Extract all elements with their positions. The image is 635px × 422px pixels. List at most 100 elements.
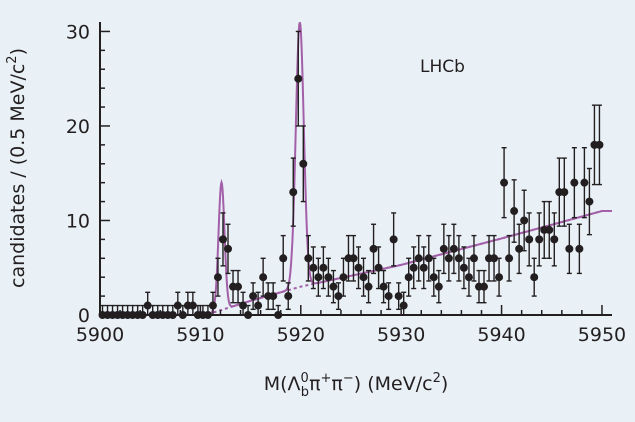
point-marker — [208, 301, 217, 310]
x-tick-label: 5930 — [377, 324, 425, 346]
data-point — [580, 147, 589, 219]
axes — [99, 22, 612, 316]
experiment-label: LHCb — [420, 57, 465, 77]
data-point — [334, 282, 343, 311]
point-marker — [424, 254, 433, 263]
x-tick-label: 5920 — [277, 324, 325, 346]
point-marker — [384, 292, 393, 301]
data-point — [394, 282, 403, 311]
point-marker — [369, 244, 378, 253]
point-marker — [213, 273, 222, 282]
point-marker — [339, 273, 348, 282]
data-point — [570, 147, 579, 219]
data-point — [279, 234, 288, 282]
y-tick-label: 30 — [66, 21, 90, 43]
point-marker — [394, 292, 403, 301]
point-marker — [324, 273, 333, 282]
point-marker — [505, 254, 514, 263]
point-marker — [545, 225, 554, 234]
point-marker — [188, 301, 197, 310]
point-marker — [570, 178, 579, 187]
data-point — [414, 234, 423, 282]
point-marker — [374, 263, 383, 272]
point-marker — [414, 254, 423, 263]
data-point — [364, 269, 373, 304]
y-tick-label: 10 — [66, 210, 90, 232]
point-marker — [480, 282, 488, 291]
point-marker — [575, 244, 584, 253]
point-marker — [289, 188, 298, 197]
data-point — [269, 282, 278, 311]
point-marker — [249, 292, 258, 301]
x-tick-label: 5950 — [578, 324, 626, 346]
data-point — [188, 291, 197, 316]
data-point — [464, 257, 473, 297]
point-marker — [429, 273, 438, 282]
point-marker — [449, 244, 458, 253]
data-point — [379, 269, 388, 304]
data-point — [143, 291, 152, 316]
data-point — [404, 257, 413, 297]
data-point — [304, 234, 313, 282]
data-point — [319, 246, 328, 290]
point-marker — [464, 273, 473, 282]
point-marker — [565, 244, 574, 253]
point-marker — [329, 282, 338, 291]
data-point — [490, 234, 499, 282]
x-axis-title: M(Λ0 bπ+π−) (MeV/c2) — [264, 371, 449, 400]
point-marker — [173, 301, 182, 310]
y-tick-label: 20 — [66, 116, 90, 138]
point-marker — [510, 207, 519, 216]
point-marker — [294, 74, 303, 83]
data-point — [259, 257, 268, 297]
point-marker — [495, 273, 504, 282]
point-marker — [535, 235, 544, 244]
point-marker — [309, 263, 318, 272]
data-point — [585, 167, 594, 236]
data-point — [384, 282, 393, 311]
point-marker — [389, 235, 398, 244]
point-marker — [259, 273, 268, 282]
data-point — [329, 269, 338, 304]
point-marker — [299, 159, 308, 168]
point-marker — [500, 178, 509, 187]
fit-curves — [100, 22, 612, 316]
data-point — [424, 234, 433, 282]
point-marker — [520, 216, 529, 225]
point-marker — [515, 244, 524, 253]
background-fit-curve — [100, 210, 612, 316]
point-marker — [239, 301, 248, 310]
point-marker — [409, 263, 418, 272]
total-fit-curve — [100, 22, 612, 316]
data-point — [500, 147, 509, 219]
point-marker — [434, 282, 443, 291]
point-marker — [359, 273, 368, 282]
data-point — [213, 257, 222, 297]
data-point — [224, 223, 232, 275]
point-marker — [279, 254, 288, 263]
x-tick-label: 5910 — [176, 324, 224, 346]
data-point — [454, 234, 463, 282]
data-point — [294, 30, 303, 127]
data-point — [284, 282, 293, 311]
data-point — [434, 269, 443, 304]
point-marker — [550, 235, 559, 244]
point-marker — [530, 273, 539, 282]
data-point — [535, 212, 544, 267]
data-point — [409, 246, 418, 290]
data-point — [449, 223, 458, 275]
point-marker — [349, 254, 358, 263]
data-point — [389, 212, 398, 267]
point-marker — [314, 273, 323, 282]
data-point — [339, 257, 348, 297]
data-point — [299, 125, 308, 203]
tick-labels: 5900 5910 5920 5930 5940 5950 0 10 20 30 — [66, 21, 626, 346]
data-point — [520, 189, 529, 252]
data-point — [324, 257, 333, 297]
data-point — [444, 234, 453, 282]
point-marker — [444, 254, 453, 263]
point-marker — [364, 282, 373, 291]
x-tick-label: 5940 — [477, 324, 525, 346]
point-marker — [143, 301, 152, 310]
y-tick-label: 0 — [78, 305, 90, 327]
